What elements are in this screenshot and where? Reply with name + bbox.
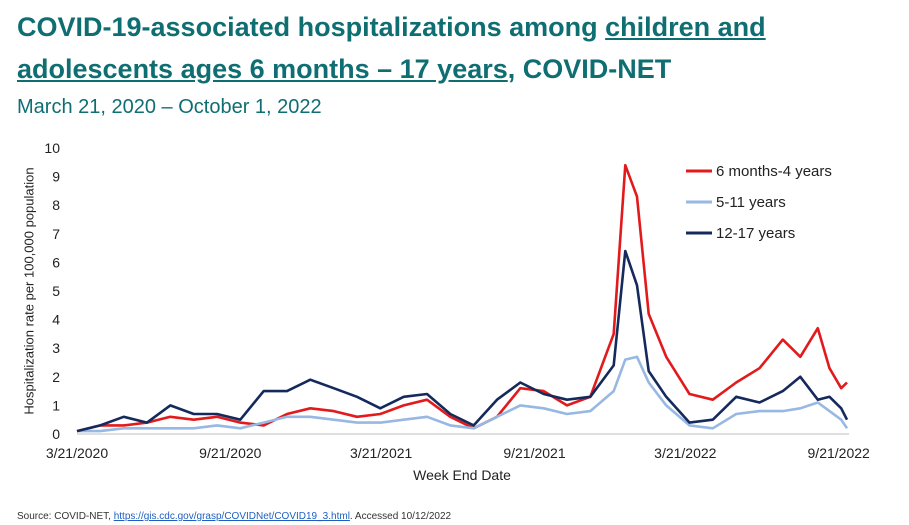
legend-label: 6 months-4 years (716, 163, 832, 180)
y-tick-label: 8 (52, 197, 60, 213)
source-link[interactable]: https://gis.cdc.gov/grasp/COVIDNet/COVID… (113, 511, 350, 522)
y-tick-label: 0 (52, 426, 60, 442)
x-tick-label: 3/21/2022 (654, 445, 716, 461)
title-part-2: , COVID-NET (507, 54, 672, 84)
title-part-1: COVID-19-associated hospitalizations amo… (17, 12, 606, 42)
x-tick-label: 9/21/2022 (808, 445, 870, 461)
y-tick-label: 5 (52, 283, 60, 299)
y-tick-label: 10 (44, 140, 60, 156)
y-tick-label: 6 (52, 254, 60, 270)
x-tick-label: 3/21/2020 (46, 445, 108, 461)
x-axis-label: Week End Date (413, 467, 511, 483)
x-tick-label: 3/21/2021 (350, 445, 412, 461)
chart-title: COVID-19-associated hospitalizations amo… (17, 6, 897, 90)
legend-label: 12-17 years (716, 225, 795, 242)
y-tick-label: 1 (52, 397, 60, 413)
series-line (76, 163, 848, 433)
source-prefix: Source: COVID-NET, (17, 511, 114, 522)
y-tick-label: 2 (52, 369, 60, 385)
series-line (76, 249, 849, 433)
y-tick-label: 4 (52, 312, 60, 328)
source-suffix: . Accessed 10/12/2022 (349, 511, 452, 522)
y-tick-label: 3 (52, 340, 60, 356)
title-underlined-part: children and adolescents ages 6 months –… (17, 12, 766, 84)
y-tick-label: 9 (52, 169, 60, 185)
x-tick-label: 9/21/2020 (199, 445, 261, 461)
x-tick-label: 9/21/2021 (503, 445, 565, 461)
source-footer: Source: COVID-NET, https://gis.cdc.gov/g… (17, 511, 451, 522)
y-tick-label: 7 (52, 226, 60, 242)
legend-label: 5-11 years (716, 194, 786, 211)
series-line (77, 355, 849, 433)
chart-subtitle: March 21, 2020 – October 1, 2022 (17, 96, 322, 118)
